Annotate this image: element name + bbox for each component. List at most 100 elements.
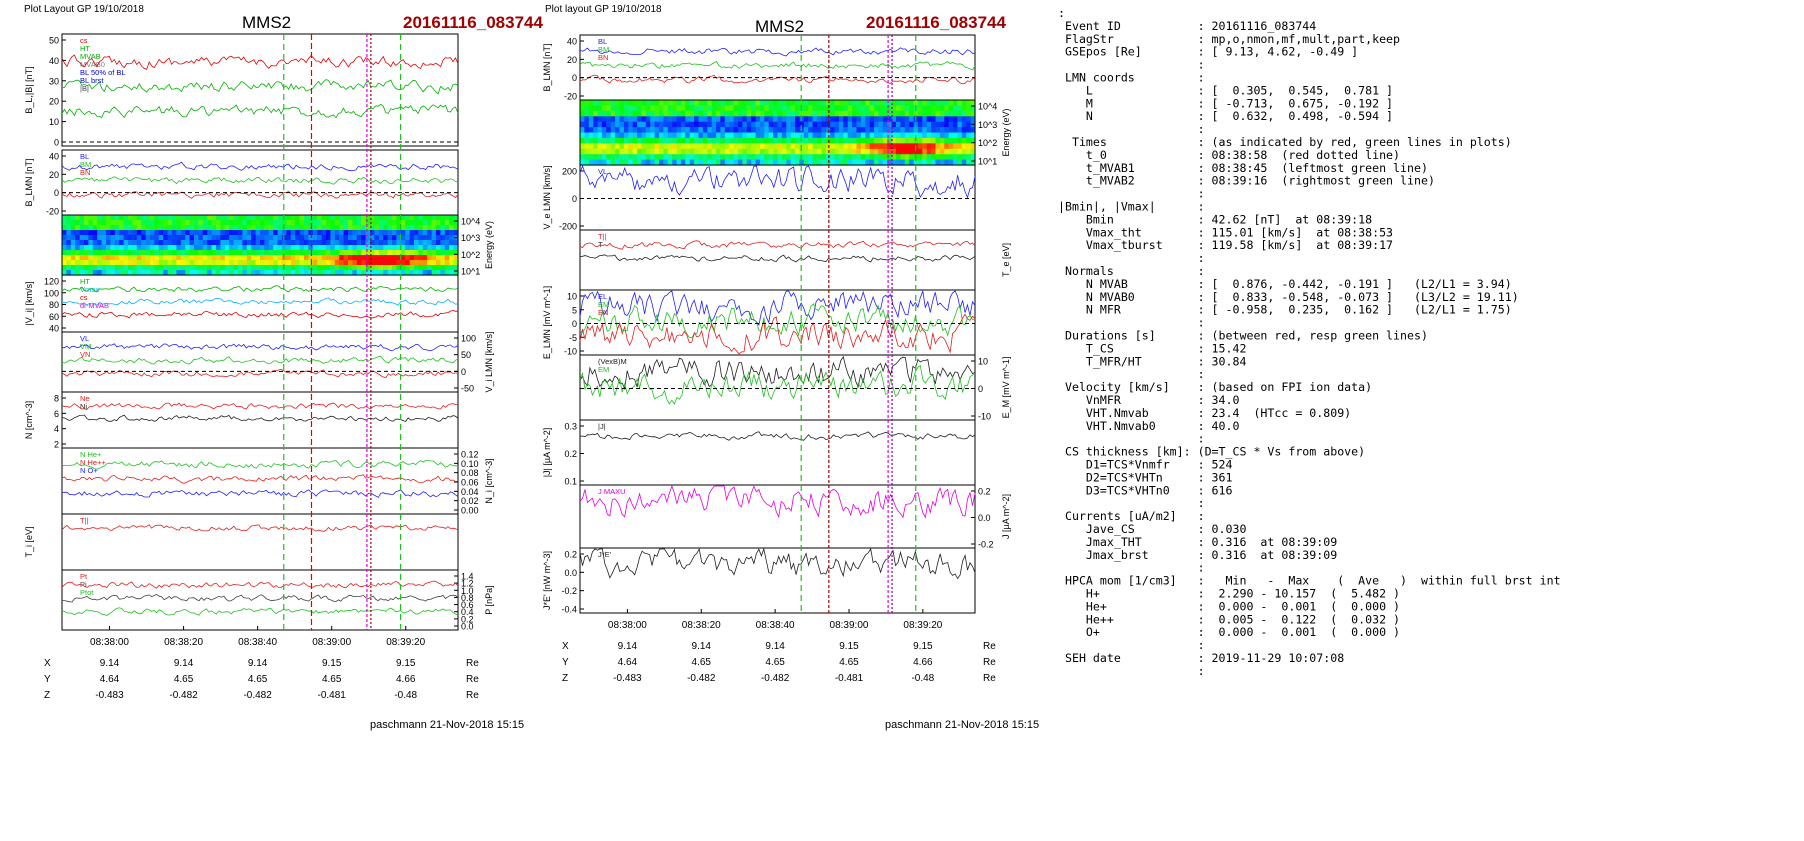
spectrogram-cell [615, 154, 621, 161]
spectrogram-cell [628, 159, 634, 166]
spectrogram-cell [330, 250, 336, 256]
series-line [61, 368, 459, 379]
spectrogram-cell [436, 255, 441, 261]
spectrogram-cell [650, 159, 656, 166]
spectrogram-cell [773, 154, 779, 161]
spectrogram-cell [878, 159, 884, 166]
spectrogram-cell [610, 154, 616, 161]
spectrogram-cell [803, 148, 809, 155]
spectrogram-cell [216, 240, 221, 246]
spectrogram-cell [163, 255, 169, 261]
spectrogram-cell [444, 245, 450, 251]
spectrogram-cell [961, 127, 967, 134]
spectrogram-cell [110, 245, 116, 251]
spectrogram-cell [834, 143, 840, 150]
spectrogram-cell [79, 255, 85, 261]
spectrogram-cell [860, 137, 866, 144]
spectrogram-cell [606, 159, 612, 166]
spectrogram-cell [773, 132, 779, 139]
spectrogram-cell [803, 105, 809, 112]
spectrogram-cell [957, 159, 963, 166]
spectrogram-cell [255, 235, 261, 241]
spectrogram-cell [317, 245, 323, 251]
spectrogram-cell [588, 100, 594, 106]
spectrogram-cell [632, 121, 638, 128]
spectrogram-cell [260, 270, 265, 276]
spectrogram-cell [70, 265, 76, 271]
spectrogram-cell [676, 100, 682, 106]
spectrogram-cell [593, 137, 599, 144]
info-line: VHT.Nmvab : 23.4 (HTcc = 0.809) [1058, 406, 1351, 420]
spectrogram-cell [580, 116, 585, 123]
spectrogram-cell [405, 250, 411, 256]
spectrogram-cell [847, 159, 853, 166]
spectrogram-cell [733, 110, 739, 117]
spectrogram-cell [659, 121, 664, 128]
position-value: 9.14 [248, 658, 268, 669]
spectrogram-cell [948, 121, 954, 128]
spectrogram-cell [935, 121, 941, 128]
spectrogram-cell [707, 121, 713, 128]
spectrogram-cell [698, 148, 704, 155]
spectrogram-cell [676, 143, 682, 150]
spectrogram-cell [865, 148, 871, 155]
spectrogram-cell [106, 250, 111, 256]
spectrogram-cell [255, 220, 261, 226]
spectrogram-cell [817, 116, 822, 123]
spectrogram-cell [795, 127, 801, 134]
spectrogram-cell [593, 121, 599, 128]
spectrogram-cell [220, 220, 226, 226]
spectrogram-cell [334, 230, 340, 236]
spectrogram-cell [128, 270, 133, 276]
spectrogram-cell [738, 132, 743, 139]
spectrogram-cell [580, 132, 585, 139]
spectrogram-cell [707, 143, 713, 150]
spectrogram-cell [641, 105, 647, 112]
spectrogram-cell [396, 250, 402, 256]
spectrogram-cell [431, 245, 437, 251]
spectrogram-cell [317, 235, 323, 241]
spectrogram-cell [374, 230, 380, 236]
spectrogram-cell [830, 143, 836, 150]
spectrogram-cell [387, 260, 393, 266]
position-row-label: Z [44, 690, 50, 701]
spectrogram-cell [242, 265, 248, 271]
spectrogram-cell [882, 132, 888, 139]
spectrogram-cell [185, 255, 191, 261]
spectrogram-cell [326, 255, 331, 261]
spectrogram-cell [759, 159, 765, 166]
spectrogram-cell [207, 230, 213, 236]
spectrogram-cell [418, 220, 424, 226]
y-tick-label: 1.0 [461, 586, 474, 596]
spectrogram-cell [123, 220, 129, 226]
spectrogram-cell [141, 235, 147, 241]
spectrogram-cell [312, 245, 318, 251]
spectrogram-cell [114, 230, 120, 236]
spectrogram-cell [808, 132, 814, 139]
spectrogram-cell [110, 250, 116, 256]
spectrogram-cell [896, 159, 901, 166]
spectrogram-cell [781, 154, 787, 161]
spectrogram-cell [88, 225, 94, 231]
spectrogram-cell [290, 245, 296, 251]
spectrogram-cell [957, 127, 963, 134]
spectrogram-cell [755, 154, 761, 161]
spectrogram-cell [62, 215, 67, 221]
spectrogram-cell [444, 270, 450, 276]
spectrogram-cell [702, 105, 708, 112]
spectrogram-cell [273, 255, 279, 261]
y-axis-label: N_i [cm^-3] [484, 458, 494, 503]
spectrogram-cell [650, 148, 656, 155]
spectrogram-cell [361, 220, 367, 226]
spectrogram-cell [830, 100, 836, 106]
spectrogram-cell [414, 250, 419, 256]
spectrogram-cell [282, 245, 287, 251]
spectrogram-cell [97, 225, 103, 231]
spectrogram-cell [860, 121, 866, 128]
legend-entry: VL [80, 334, 89, 343]
spectrogram-cell [176, 215, 182, 221]
spectrogram-cell [619, 137, 625, 144]
spectrogram-cell [66, 225, 72, 231]
spectrogram-cell [334, 265, 340, 271]
position-unit: Re [466, 690, 479, 701]
